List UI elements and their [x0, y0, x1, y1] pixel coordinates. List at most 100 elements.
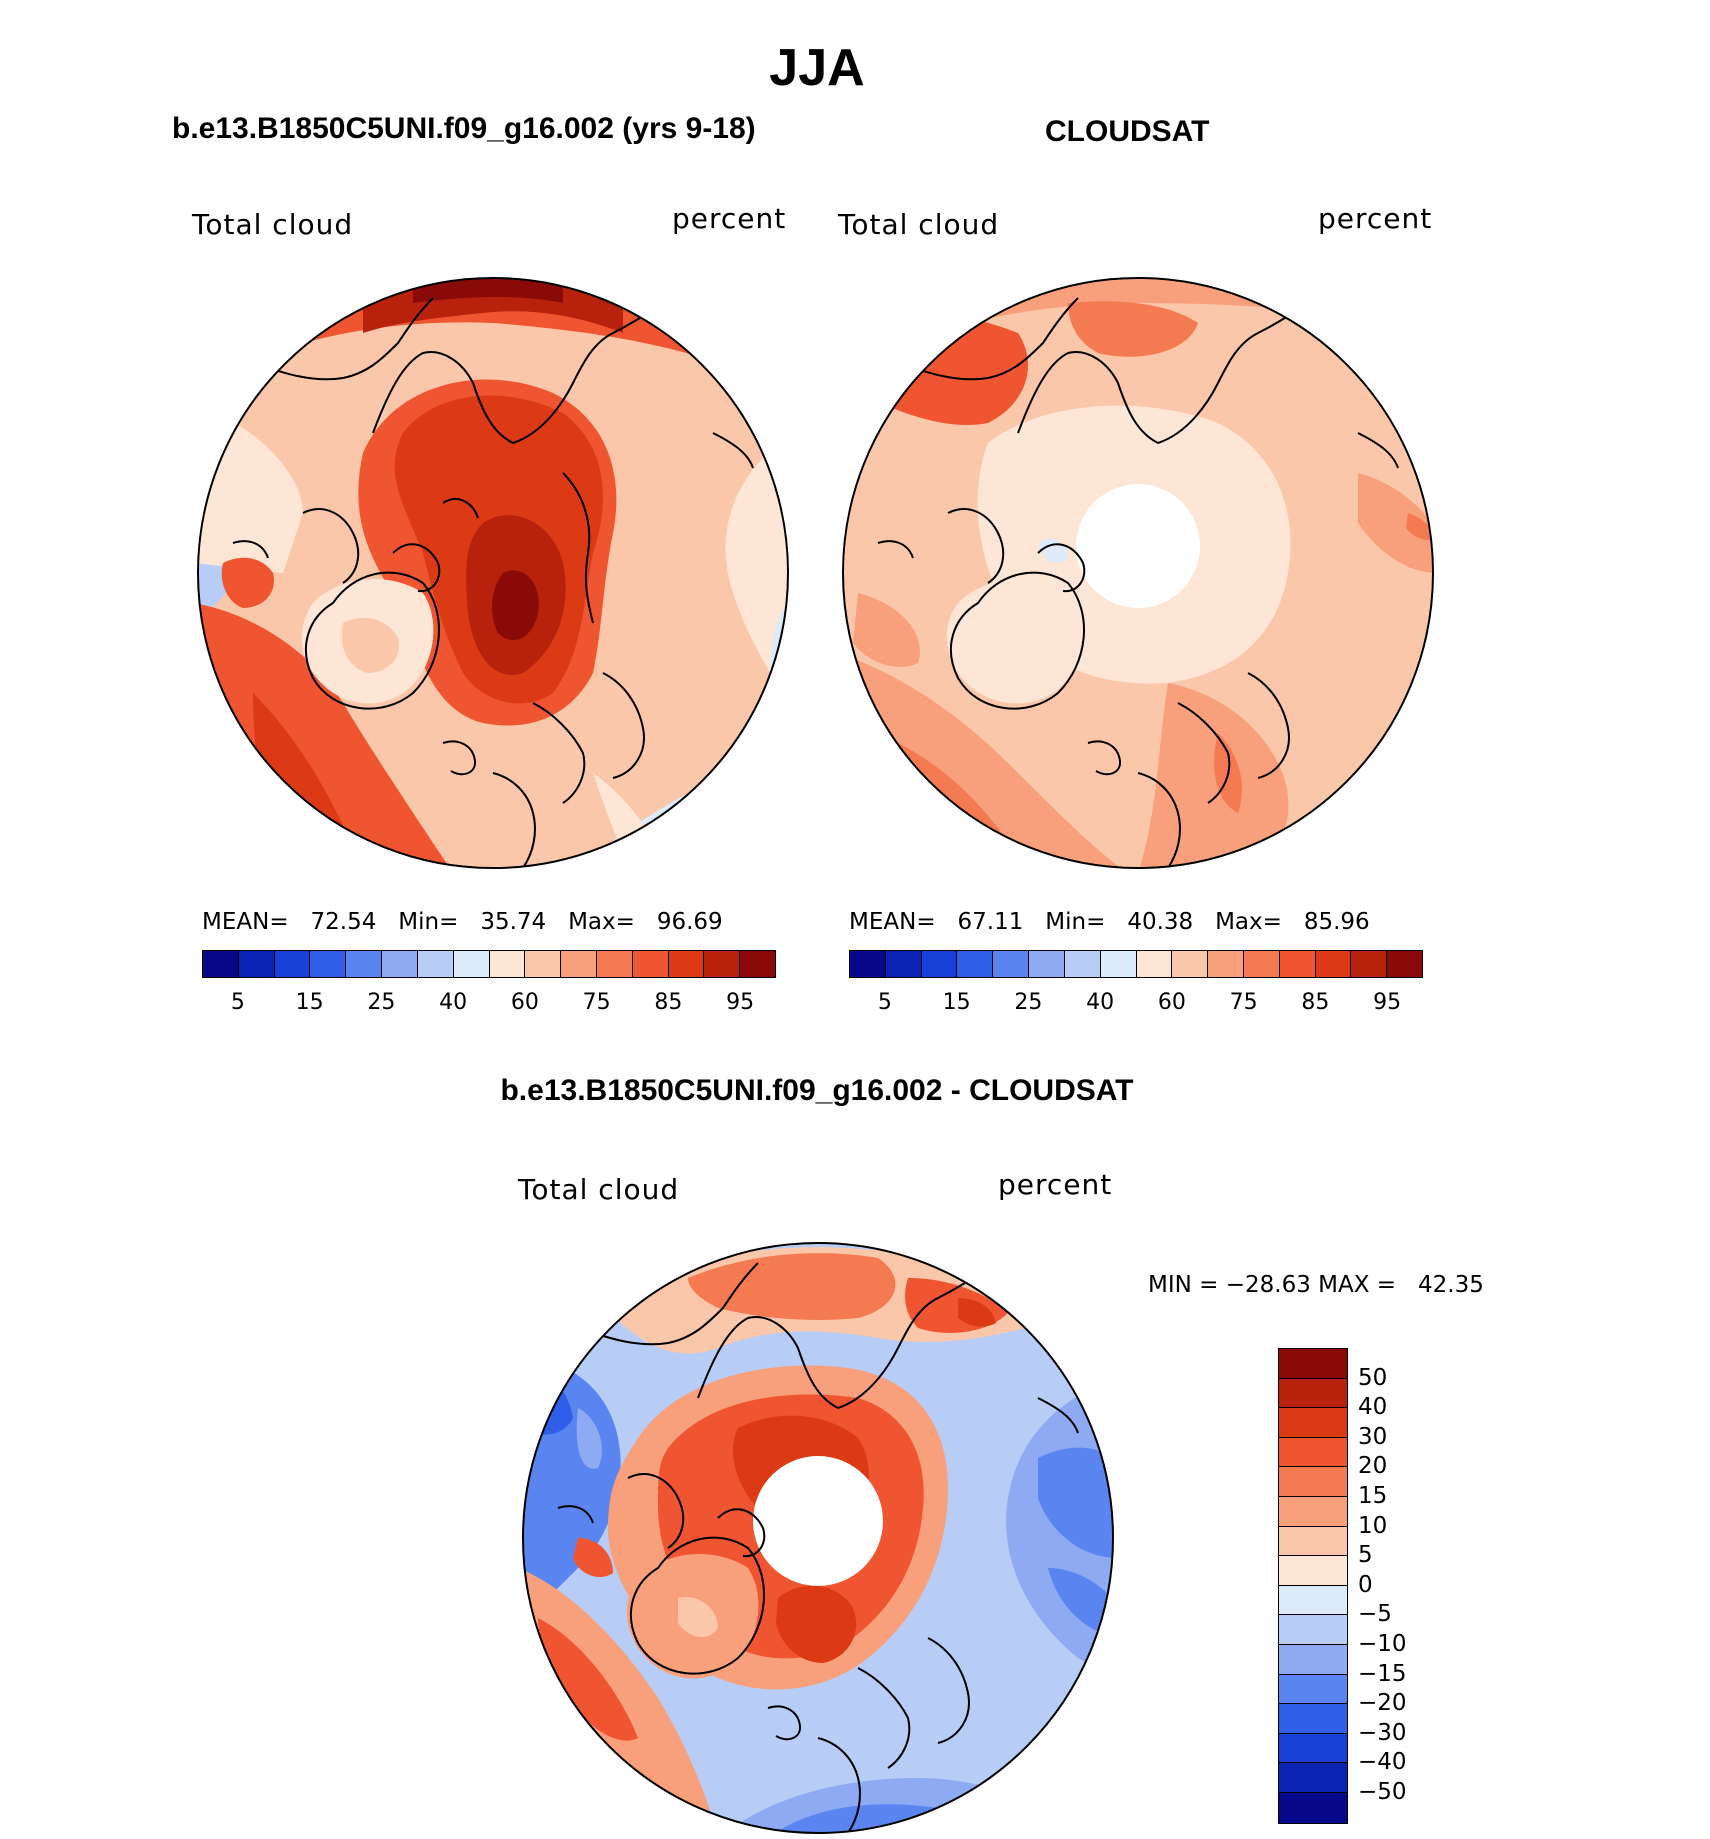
- panel2-units-label: percent: [1318, 202, 1433, 235]
- colorbar-tick-label: 95: [726, 990, 755, 1015]
- panel3-colorbar: [1278, 1348, 1348, 1824]
- colorbar-swatch: [885, 951, 922, 977]
- colorbar-swatch: [632, 951, 669, 977]
- colorbar-swatch: [1279, 1615, 1347, 1645]
- panel2-colorbar: [849, 950, 1423, 978]
- colorbar-tick-label: 10: [1358, 1512, 1388, 1539]
- panel3-variable-label: Total cloud: [518, 1173, 680, 1206]
- colorbar-swatch: [704, 951, 741, 977]
- colorbar-swatch: [238, 951, 275, 977]
- colorbar-tick-label: 5: [877, 990, 892, 1015]
- panel3-colorbar-ticks: 50 40 30 20 15 10 5 0 −5 −10 −15 −20 −30 −40 −50: [1358, 1348, 1458, 1828]
- colorbar-swatch: [417, 951, 454, 977]
- colorbar-swatch: [1279, 1733, 1347, 1764]
- panel2-variable-label: Total cloud: [838, 208, 1000, 241]
- colorbar-swatch: [561, 951, 597, 977]
- colorbar-swatch: [1279, 1496, 1347, 1527]
- colorbar-tick-label: −40: [1358, 1749, 1407, 1776]
- colorbar-swatch: [525, 951, 562, 977]
- colorbar-swatch: [993, 951, 1030, 977]
- colorbar-tick-label: 85: [1301, 990, 1330, 1015]
- colorbar-tick-label: 75: [1229, 990, 1258, 1015]
- figure-title: JJA: [769, 39, 865, 97]
- panel1-colorbar-ticks: 5 15 25 40 60 75 85 95: [202, 990, 776, 1020]
- colorbar-tick-label: 0: [1358, 1571, 1373, 1598]
- panel3-polar-map: [522, 1242, 1114, 1834]
- panel2-heading: CLOUDSAT: [1045, 115, 1210, 148]
- panel1-variable-label: Total cloud: [192, 208, 354, 241]
- colorbar-tick-label: 95: [1373, 990, 1402, 1015]
- panel1-stats: MEAN= 72.54 Min= 35.74 Max= 96.69: [202, 909, 723, 935]
- colorbar-swatch: [1279, 1585, 1347, 1616]
- colorbar-tick-label: 5: [1358, 1542, 1373, 1569]
- colorbar-tick-label: 20: [1358, 1453, 1388, 1480]
- colorbar-swatch: [1279, 1704, 1347, 1734]
- panel3-heading: b.e13.B1850C5UNI.f09_g16.002 - CLOUDSAT: [500, 1074, 1134, 1107]
- colorbar-swatch: [1315, 951, 1352, 977]
- colorbar-swatch: [1279, 1437, 1347, 1468]
- colorbar-tick-label: 60: [510, 990, 539, 1015]
- panel1-polar-map: [197, 277, 789, 869]
- colorbar-tick-label: 15: [1358, 1483, 1388, 1509]
- colorbar-swatch: [957, 951, 994, 977]
- panel2-colorbar-ticks: 5 15 25 40 60 75 85 95: [849, 990, 1423, 1020]
- panel1-heading: b.e13.B1850C5UNI.f09_g16.002 (yrs 9-18): [172, 112, 756, 145]
- colorbar-tick-label: 5: [230, 990, 245, 1015]
- colorbar-swatch: [1279, 1349, 1347, 1379]
- colorbar-tick-label: −30: [1358, 1719, 1407, 1746]
- panel1-colorbar: [202, 950, 776, 978]
- colorbar-tick-label: −10: [1358, 1631, 1407, 1657]
- colorbar-tick-label: −20: [1358, 1690, 1407, 1717]
- colorbar-tick-label: 25: [367, 990, 396, 1015]
- colorbar-tick-label: 25: [1014, 990, 1043, 1015]
- colorbar-tick-label: 75: [582, 990, 611, 1015]
- colorbar-swatch: [1279, 1408, 1347, 1438]
- colorbar-tick-label: 40: [1086, 990, 1115, 1015]
- colorbar-swatch: [668, 951, 705, 977]
- colorbar-swatch: [274, 951, 311, 977]
- colorbar-swatch: [1279, 1526, 1347, 1557]
- panel3-stats: MIN = −28.63 MAX = 42.35: [1148, 1272, 1484, 1298]
- colorbar-tick-label: 30: [1358, 1423, 1388, 1450]
- colorbar-tick-label: 40: [1358, 1394, 1388, 1421]
- colorbar-tick-label: −15: [1358, 1660, 1407, 1687]
- colorbar-swatch: [1279, 951, 1316, 977]
- colorbar-swatch: [453, 951, 490, 977]
- colorbar-tick-label: 15: [295, 990, 324, 1015]
- colorbar-tick-label: 85: [654, 990, 683, 1015]
- colorbar-swatch: [1208, 951, 1244, 977]
- colorbar-swatch: [203, 951, 239, 977]
- colorbar-tick-label: −50: [1358, 1779, 1407, 1805]
- colorbar-swatch: [1172, 951, 1209, 977]
- colorbar-swatch: [489, 951, 526, 977]
- colorbar-swatch: [1279, 1644, 1347, 1675]
- colorbar-swatch: [850, 951, 886, 977]
- colorbar-swatch: [1064, 951, 1101, 977]
- colorbar-swatch: [1387, 951, 1422, 977]
- colorbar-swatch: [1029, 951, 1065, 977]
- colorbar-swatch: [310, 951, 347, 977]
- colorbar-swatch: [1243, 951, 1280, 977]
- colorbar-tick-label: 40: [439, 990, 468, 1015]
- colorbar-swatch: [1279, 1378, 1347, 1409]
- panel2-polar-map: [842, 277, 1434, 869]
- colorbar-swatch: [1279, 1674, 1347, 1705]
- colorbar-swatch: [1279, 1556, 1347, 1586]
- colorbar-tick-label: 50: [1358, 1364, 1388, 1391]
- colorbar-tick-label: −5: [1358, 1601, 1392, 1628]
- colorbar-swatch: [346, 951, 383, 977]
- colorbar-swatch: [740, 951, 775, 977]
- colorbar-swatch: [1100, 951, 1137, 977]
- colorbar-swatch: [1279, 1467, 1347, 1497]
- colorbar-swatch: [921, 951, 958, 977]
- colorbar-tick-label: 60: [1157, 990, 1186, 1015]
- colorbar-swatch: [596, 951, 633, 977]
- colorbar-swatch: [382, 951, 418, 977]
- colorbar-swatch: [1136, 951, 1173, 977]
- panel2-stats: MEAN= 67.11 Min= 40.38 Max= 85.96: [849, 909, 1370, 935]
- colorbar-swatch: [1351, 951, 1388, 977]
- panel3-units-label: percent: [998, 1168, 1113, 1201]
- panel1-units-label: percent: [672, 202, 787, 235]
- colorbar-swatch: [1279, 1763, 1347, 1793]
- colorbar-swatch: [1279, 1792, 1347, 1823]
